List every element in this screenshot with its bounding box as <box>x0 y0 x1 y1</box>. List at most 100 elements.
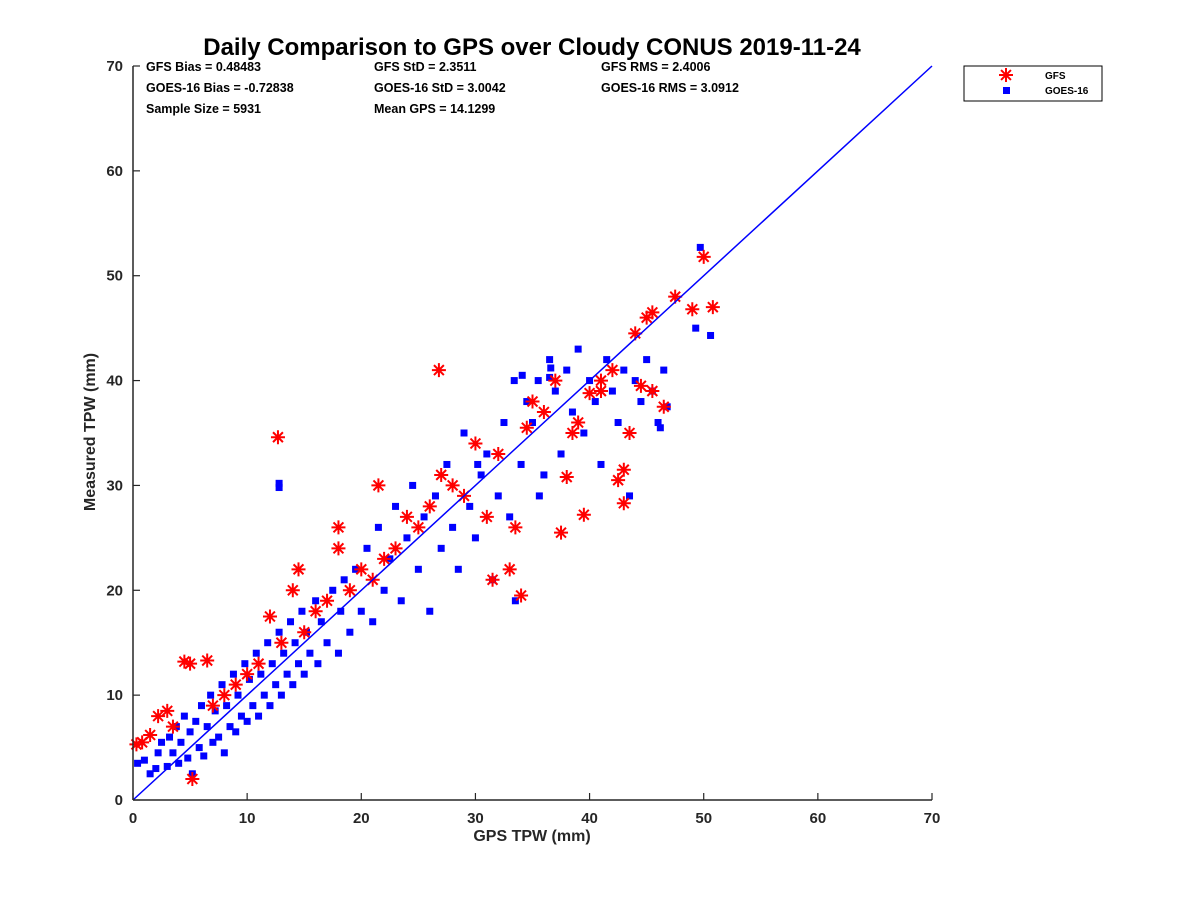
data-point-gfs <box>519 420 534 435</box>
data-point-goes16 <box>546 373 554 381</box>
data-point-gfs <box>165 719 180 734</box>
data-point-goes16 <box>323 639 331 647</box>
data-point-goes16 <box>280 649 288 657</box>
data-point-gfs <box>228 677 243 692</box>
x-tick-label: 20 <box>353 810 370 827</box>
data-point-goes16 <box>175 759 183 767</box>
data-point-goes16 <box>626 492 634 500</box>
data-point-goes16 <box>252 649 260 657</box>
points-layer <box>129 243 720 787</box>
data-point-goes16 <box>234 691 242 699</box>
data-point-goes16 <box>218 681 226 689</box>
data-point-gfs <box>685 302 700 317</box>
data-point-goes16 <box>437 544 445 552</box>
data-point-gfs <box>633 378 648 393</box>
data-point-gfs <box>616 496 631 511</box>
data-point-goes16 <box>460 429 468 437</box>
data-point-gfs <box>371 478 386 493</box>
x-tick-label: 10 <box>239 810 256 827</box>
data-point-goes16 <box>192 717 200 725</box>
stats-block: GFS Bias = 0.48483 GFS StD = 2.3511 GFS … <box>146 60 739 116</box>
chart-title: Daily Comparison to GPS over Cloudy CONU… <box>203 34 861 61</box>
y-tick-label: 10 <box>106 687 123 704</box>
data-point-goes16 <box>380 586 388 594</box>
data-point-goes16 <box>517 460 525 468</box>
data-point-goes16 <box>363 544 371 552</box>
data-point-gfs <box>185 772 200 787</box>
data-point-gfs <box>377 551 392 566</box>
data-point-goes16 <box>551 387 559 395</box>
data-point-goes16 <box>295 660 303 668</box>
data-point-gfs <box>445 478 460 493</box>
data-point-gfs <box>205 698 220 713</box>
data-point-gfs <box>285 583 300 598</box>
data-point-goes16 <box>272 681 280 689</box>
data-point-goes16 <box>260 691 268 699</box>
data-point-goes16 <box>134 759 142 767</box>
x-tick-label: 0 <box>129 810 137 827</box>
data-point-goes16 <box>535 492 543 500</box>
data-point-gfs <box>354 562 369 577</box>
x-tick-label: 60 <box>810 810 827 827</box>
data-point-goes16 <box>166 733 174 741</box>
data-point-goes16 <box>614 419 622 427</box>
data-point-gfs <box>485 572 500 587</box>
data-point-goes16 <box>146 770 154 778</box>
data-point-goes16 <box>518 371 526 379</box>
data-point-goes16 <box>443 460 451 468</box>
data-point-goes16 <box>207 691 215 699</box>
data-point-goes16 <box>466 502 474 510</box>
data-point-gfs <box>554 525 569 540</box>
data-point-goes16 <box>397 597 405 605</box>
data-point-goes16 <box>346 628 354 636</box>
data-point-goes16 <box>403 534 411 542</box>
data-point-gfs <box>308 604 323 619</box>
data-point-gfs <box>491 446 506 461</box>
data-point-gfs <box>508 520 523 535</box>
data-point-gfs <box>514 588 529 603</box>
data-point-gfs <box>240 667 255 682</box>
stat-gfs-std: GFS StD = 2.3511 <box>374 60 477 74</box>
data-point-goes16 <box>283 670 291 678</box>
data-point-goes16 <box>186 728 194 736</box>
data-point-gfs <box>217 688 232 703</box>
data-point-goes16 <box>656 424 664 432</box>
data-point-goes16 <box>643 356 651 364</box>
data-point-goes16 <box>540 471 548 479</box>
data-point-goes16 <box>692 324 700 332</box>
data-point-gfs <box>628 326 643 341</box>
data-point-goes16 <box>420 513 428 521</box>
data-point-goes16 <box>177 738 185 746</box>
data-point-goes16 <box>203 723 211 731</box>
data-point-goes16 <box>229 670 237 678</box>
data-point-goes16 <box>264 639 272 647</box>
data-point-goes16 <box>374 523 382 531</box>
data-point-gfs <box>502 562 517 577</box>
data-point-gfs <box>151 709 166 724</box>
data-point-gfs <box>616 462 631 477</box>
data-point-goes16 <box>163 762 171 770</box>
stat-mean-gps: Mean GPS = 14.1299 <box>374 102 495 116</box>
data-point-gfs <box>331 520 346 535</box>
data-point-goes16 <box>426 607 434 615</box>
y-tick-label: 70 <box>106 58 123 75</box>
y-tick-label: 50 <box>106 268 123 285</box>
data-point-goes16 <box>169 749 177 757</box>
one-to-one-line <box>132 65 933 801</box>
data-point-goes16 <box>277 691 285 699</box>
data-point-goes16 <box>275 628 283 636</box>
data-point-goes16 <box>241 660 249 668</box>
x-tick-label: 30 <box>467 810 484 827</box>
data-point-goes16 <box>529 419 536 427</box>
data-point-gfs <box>291 562 306 577</box>
data-point-goes16 <box>500 419 508 427</box>
data-point-gfs <box>399 509 414 524</box>
data-point-goes16 <box>608 387 616 395</box>
data-point-goes16 <box>563 366 571 374</box>
legend-goes16-marker <box>1003 87 1010 94</box>
series-gfs <box>129 249 720 787</box>
data-point-gfs <box>525 394 540 409</box>
data-point-gfs <box>297 625 312 640</box>
data-point-gfs <box>705 300 720 315</box>
data-point-goes16 <box>603 356 611 364</box>
